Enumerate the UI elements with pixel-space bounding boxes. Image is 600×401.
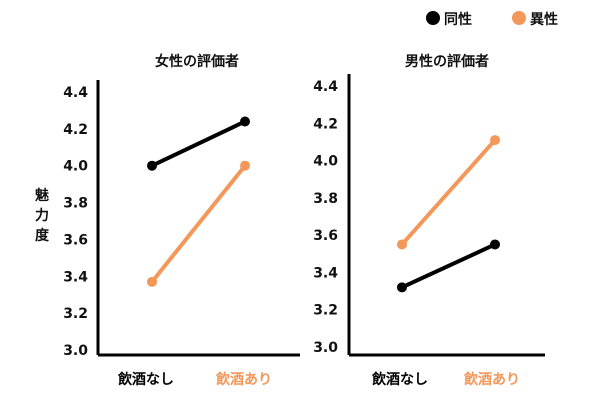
legend-label-opposite-sex: 異性 [530, 11, 558, 28]
y-tick-label: 3.0 [313, 340, 338, 356]
data-point [397, 239, 407, 250]
y-tick-label: 4.4 [63, 85, 88, 101]
data-point [397, 282, 407, 293]
series-line [151, 119, 246, 168]
y-tick-label: 3.6 [313, 228, 338, 244]
y-tick-label: 3.6 [63, 232, 88, 248]
y-tick-label: 4.2 [313, 116, 338, 132]
data-point [240, 160, 250, 171]
data-point [147, 276, 157, 287]
x-category-label: 飲酒なし [371, 371, 428, 388]
y-tick-label: 3.2 [313, 303, 338, 319]
y-tick-label: 3.4 [63, 269, 88, 285]
data-point [147, 160, 157, 171]
legend-label-same-sex: 同性 [444, 11, 472, 28]
y-tick-label: 4.0 [313, 154, 338, 170]
legend: 同性 異性 [426, 11, 558, 28]
y-tick-label: 3.2 [63, 306, 88, 322]
y-tick-label: 3.8 [63, 196, 88, 212]
x-category-label: 飲酒あり [463, 371, 520, 388]
data-point [490, 239, 500, 250]
series-line [400, 138, 497, 246]
y-axis-label-char: 力 [35, 207, 49, 224]
series-line [401, 242, 496, 290]
series-line [150, 164, 247, 284]
y-tick-label: 4.2 [63, 122, 88, 138]
y-axis-label: 魅 力 度 [35, 187, 50, 244]
y-axis-label-char: 魅 [35, 187, 49, 204]
y-tick-label: 3.0 [63, 343, 88, 359]
data-point [490, 135, 500, 146]
x-category-label: 飲酒なし [117, 371, 174, 388]
y-axis-label-char: 度 [35, 227, 50, 244]
y-tick-label: 4.4 [313, 79, 338, 95]
chart-title-female-raters: 女性の評価者 [155, 53, 239, 70]
legend-marker-opposite-sex [512, 11, 526, 25]
chart-title-male-raters: 男性の評価者 [405, 53, 489, 70]
x-category-label: 飲酒あり [215, 371, 272, 388]
y-tick-label: 3.4 [313, 265, 338, 281]
y-tick-label: 4.0 [63, 159, 88, 175]
data-point [240, 116, 250, 127]
legend-marker-same-sex [426, 11, 440, 25]
y-tick-label: 3.8 [313, 191, 338, 207]
